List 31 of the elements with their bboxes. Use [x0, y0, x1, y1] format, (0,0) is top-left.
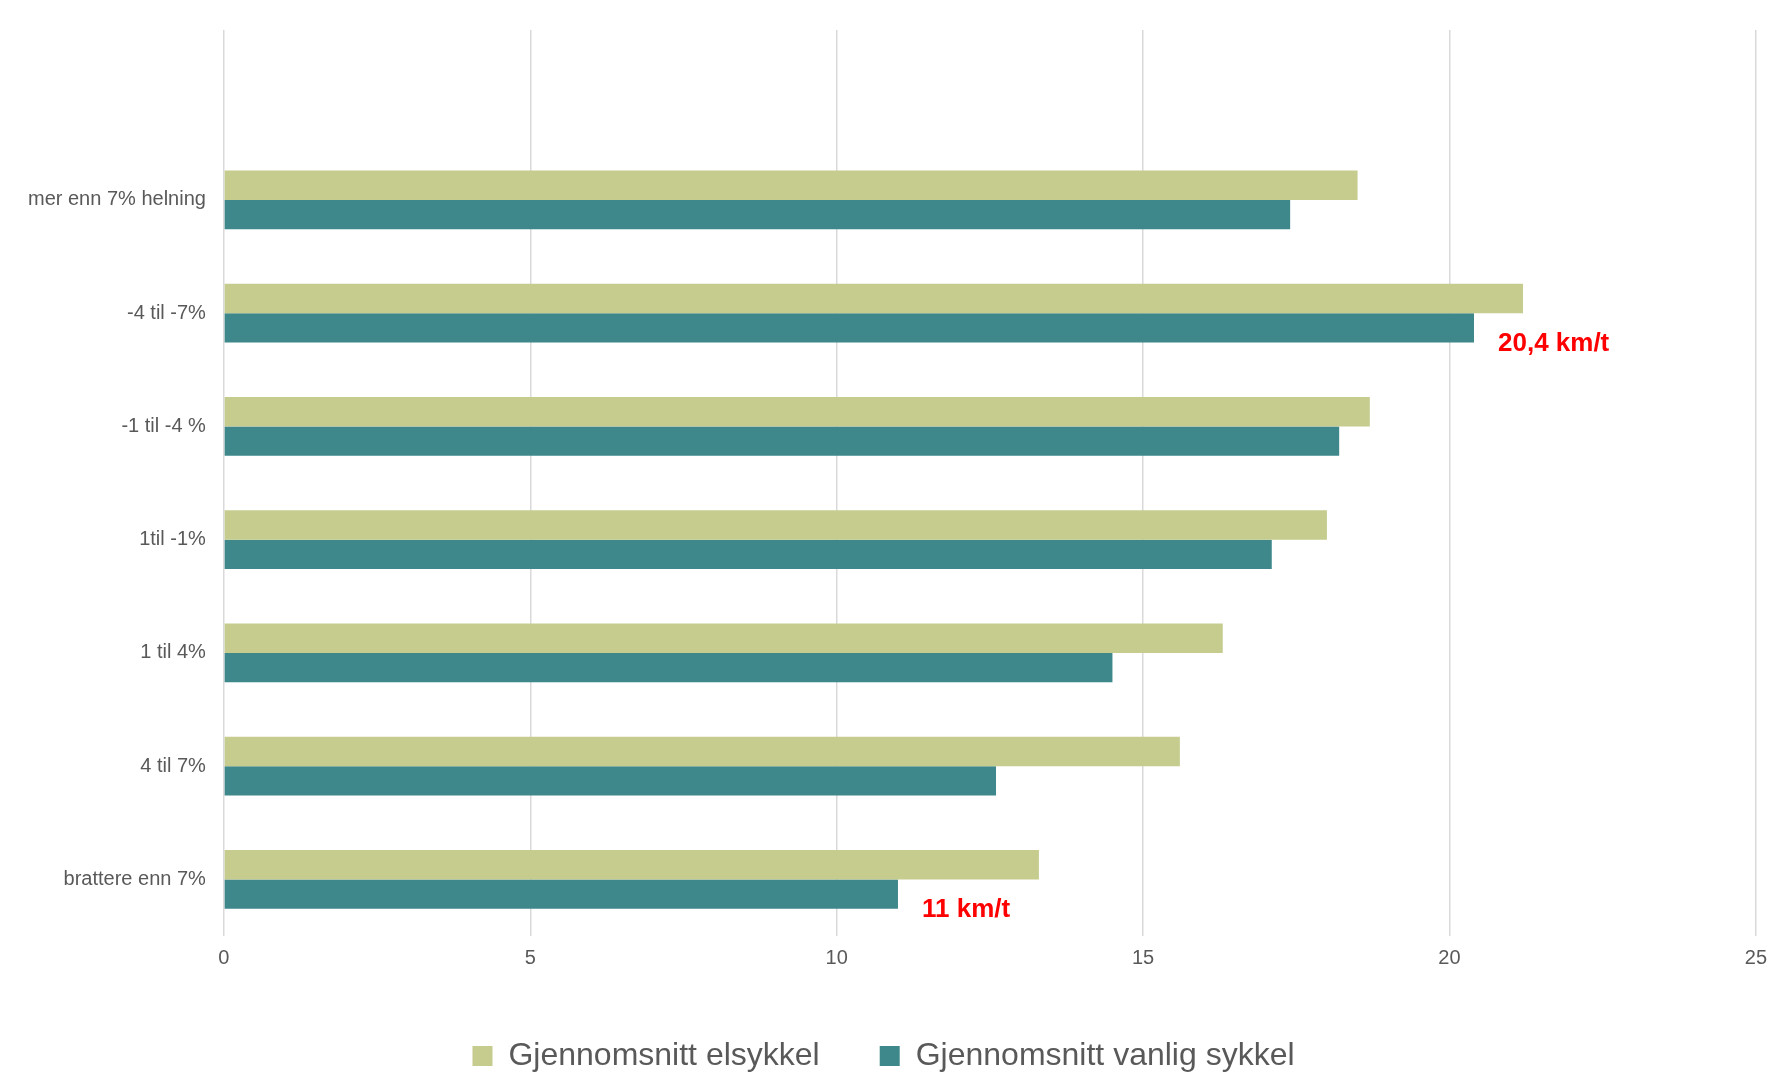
x-tick-label: 10: [825, 945, 848, 968]
x-tick-label: 20: [1438, 945, 1461, 968]
y-tick-label: 1til -1%: [139, 527, 207, 550]
bar: [224, 283, 1524, 314]
x-tick-label: 0: [218, 945, 230, 968]
y-tick-label: 4 til 7%: [140, 753, 207, 776]
legend-label: Gjennomsnitt vanlig sykkel: [915, 1035, 1295, 1072]
legend-label: Gjennomsnitt elsykkel: [508, 1035, 820, 1072]
bar: [224, 849, 1039, 880]
y-tick-label: -4 til -7%: [126, 300, 207, 323]
bar: [224, 623, 1223, 653]
bar: [224, 313, 1474, 343]
y-tick-label: mer enn 7% helning: [28, 187, 206, 210]
annotation: 20,4 km/t: [1497, 327, 1610, 358]
bar: [224, 199, 1291, 230]
annotation: 11 km/t: [921, 893, 1011, 924]
bar: [224, 736, 1180, 767]
bar: [224, 426, 1340, 456]
bar: [224, 879, 898, 909]
y-tick-label: -1 til -4 %: [121, 413, 207, 436]
x-tick-label: 25: [1744, 945, 1767, 968]
bar: [224, 766, 997, 796]
bar: [224, 510, 1327, 540]
bar: [224, 396, 1370, 427]
y-tick-label: 1 til 4%: [140, 640, 207, 663]
bar: [224, 170, 1358, 200]
bar: [224, 539, 1272, 570]
x-tick-label: 5: [524, 945, 536, 968]
x-tick-label: 15: [1131, 945, 1155, 968]
bar: [224, 652, 1113, 683]
y-tick-label: brattere enn 7%: [63, 866, 207, 889]
